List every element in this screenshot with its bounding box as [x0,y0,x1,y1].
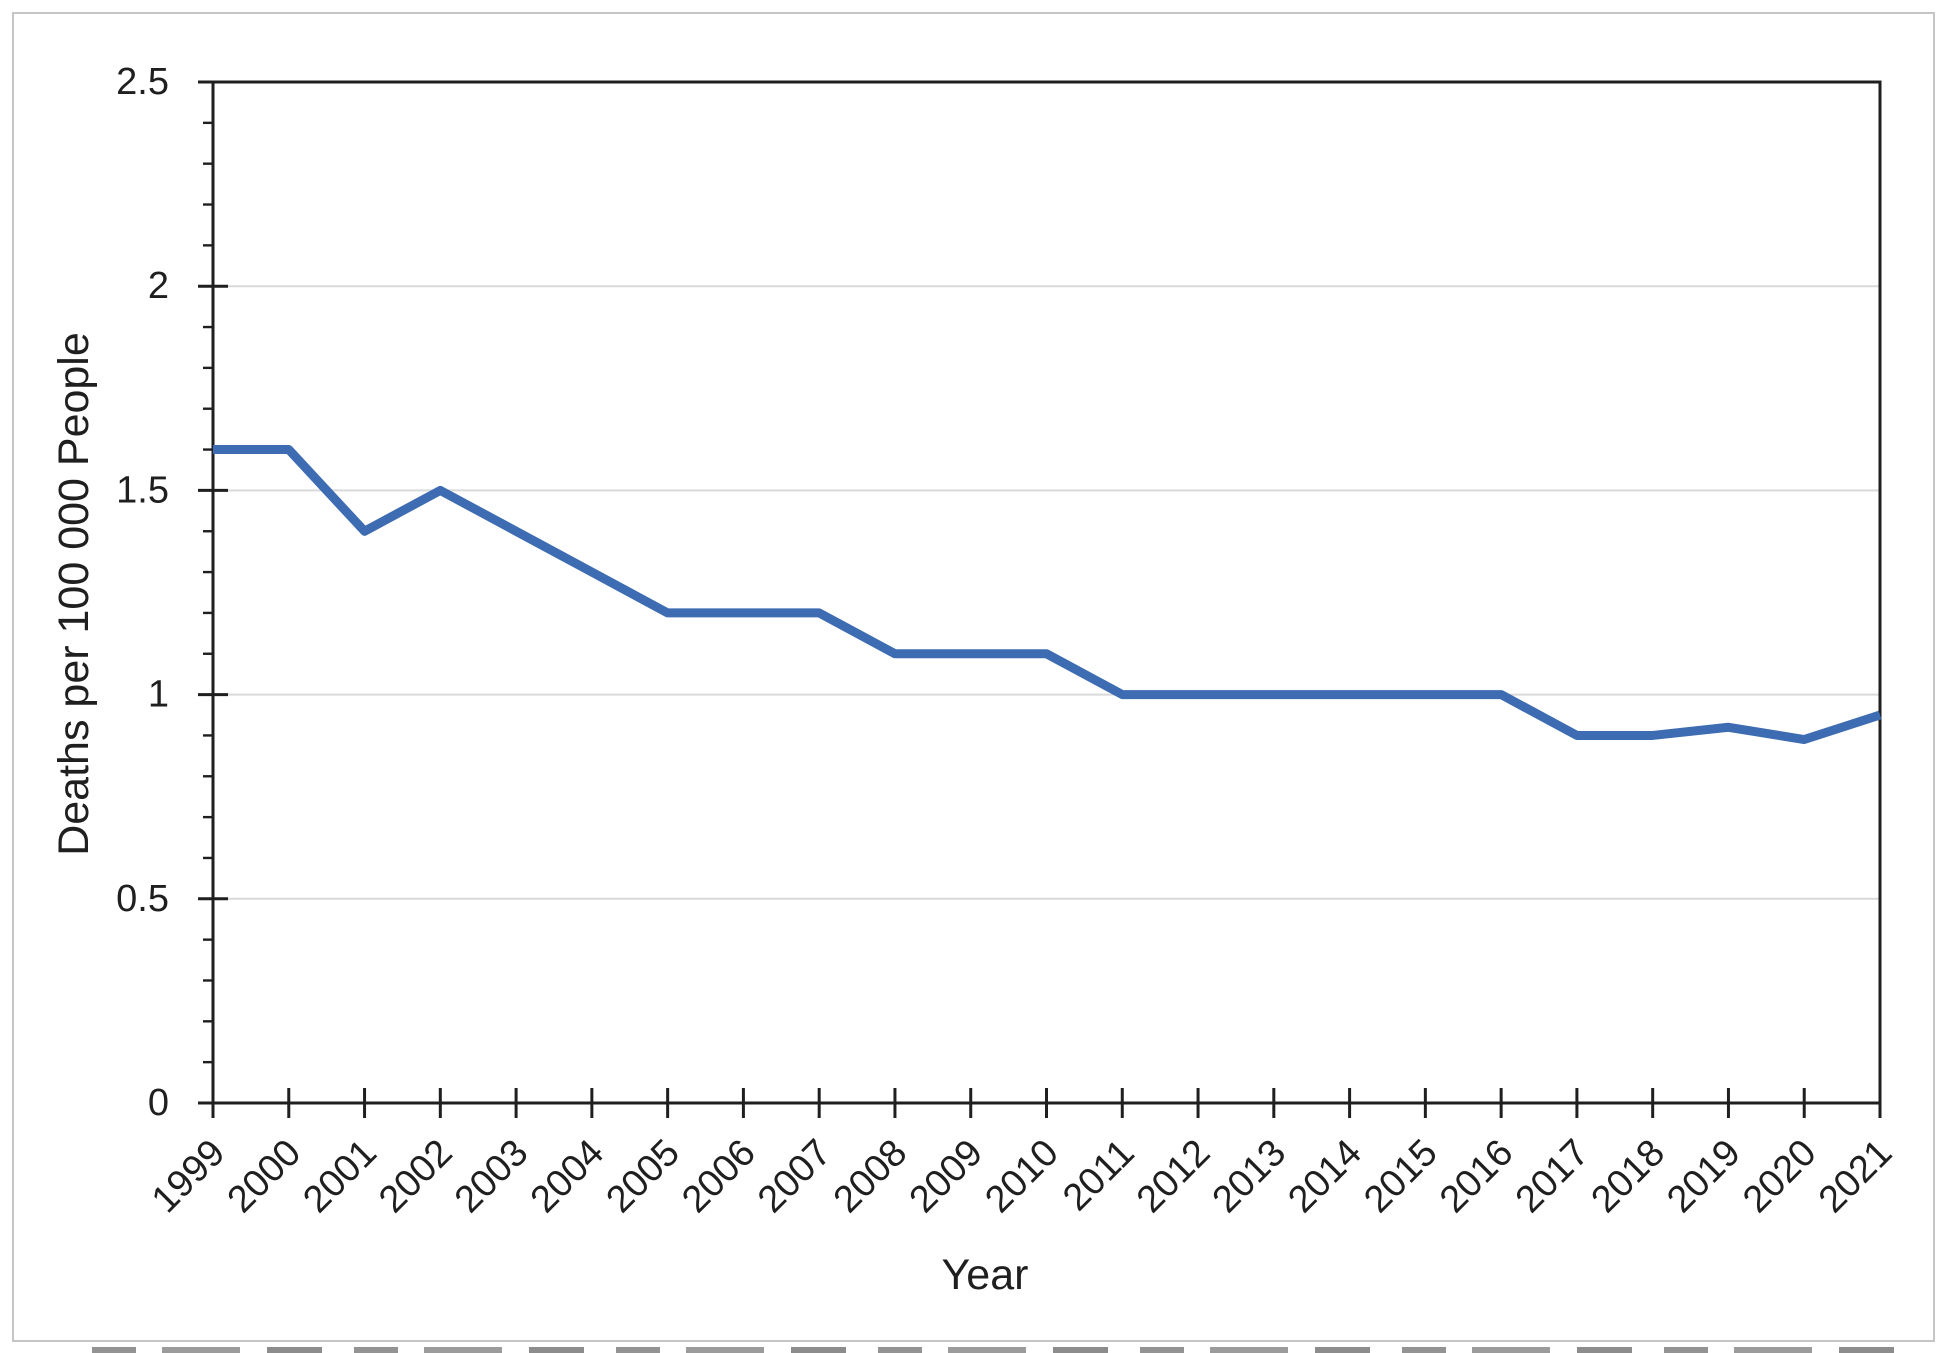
plot-border [211,80,1882,1105]
y-tick-label: 2.5 [116,61,169,103]
x-tick-label: 2000 [220,1132,309,1221]
x-tick-label: 2004 [523,1132,612,1221]
y-tick-label: 0.5 [116,878,169,920]
y-tick-label: 1.5 [116,469,169,511]
x-tick-label: 2010 [977,1132,1066,1221]
x-tick-label: 2008 [826,1132,915,1221]
x-tick-label: 2011 [1055,1132,1142,1219]
data-series-line [213,445,1882,745]
x-tick-label: 2021 [1811,1132,1900,1221]
x-tick-label: 2001 [295,1132,384,1221]
y-tick-label: 0 [148,1082,169,1124]
x-tick-label: 2005 [599,1132,688,1221]
x-tick-label: 2002 [371,1132,460,1221]
x-tick-label: 2003 [447,1132,536,1221]
x-axis-title: Year [942,1251,1029,1299]
x-tick-label: 2007 [750,1132,839,1221]
x-tick-label: 2014 [1280,1132,1369,1221]
y-axis-title: Deaths per 100 000 People [50,332,98,856]
x-tick-label: 2016 [1432,1132,1521,1221]
x-tick-label: 2020 [1735,1132,1824,1221]
truncated-text-sliver [92,1347,1922,1353]
plot-area: 0 0.5 1 1.5 2 2.5 1999200020012002200320042005… [116,61,1900,1221]
x-tick-label: 2018 [1584,1132,1673,1221]
y-tick-label: 2 [148,265,169,307]
x-tick-label: 2009 [902,1132,991,1221]
figure-border [12,12,1935,1342]
y-tick-label: 1 [148,674,169,716]
x-tick-label: 2012 [1129,1132,1218,1221]
x-tick-label: 2019 [1659,1132,1748,1221]
x-tick-label: 2015 [1356,1132,1445,1221]
x-tick-label: 2017 [1508,1132,1597,1221]
x-tick-label: 1999 [144,1132,233,1221]
x-tick-label: 2006 [674,1132,763,1221]
x-tick-label: 2013 [1205,1132,1294,1221]
